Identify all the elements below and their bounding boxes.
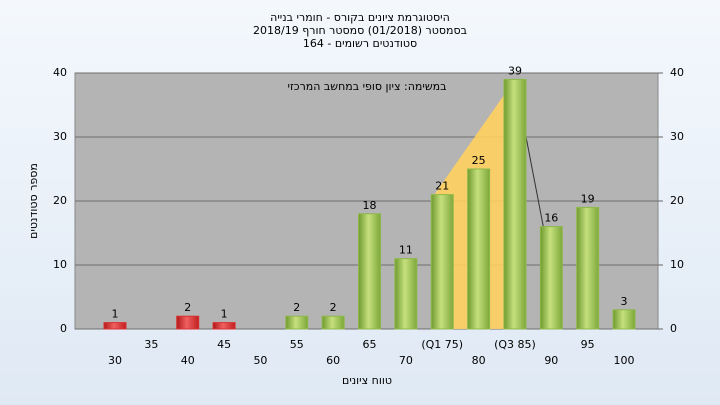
value-label: 39 bbox=[508, 64, 522, 77]
y-tick-label: 30 bbox=[53, 130, 67, 143]
y2-tick-label: 0 bbox=[670, 322, 677, 335]
bar bbox=[285, 315, 309, 330]
value-label: 3 bbox=[621, 295, 628, 308]
x-axis-label: טווח ציונים bbox=[342, 374, 392, 387]
y-tick-label: 20 bbox=[53, 194, 67, 207]
y-tick-label: 10 bbox=[53, 258, 67, 271]
bar bbox=[430, 194, 454, 330]
bar bbox=[358, 213, 382, 330]
bar bbox=[212, 322, 236, 330]
bar bbox=[503, 78, 527, 330]
chart-title: בסמסטר (01/2018) סמסטר חורף 2018/19 bbox=[253, 24, 467, 37]
x-tick-label: (Q1 75) bbox=[421, 338, 463, 351]
y2-tick-label: 10 bbox=[670, 258, 684, 271]
chart-title: סטודנטים רשומים - 164 bbox=[303, 37, 417, 50]
x-tick-label: 80 bbox=[472, 354, 486, 367]
x-tick-label: 35 bbox=[144, 338, 158, 351]
x-tick-label: (Q3 85) bbox=[494, 338, 536, 351]
y-tick-label: 40 bbox=[53, 66, 67, 79]
value-label: 16 bbox=[544, 212, 558, 225]
y2-tick-label: 40 bbox=[670, 66, 684, 79]
x-tick-label: 70 bbox=[399, 354, 413, 367]
bar bbox=[576, 206, 600, 330]
value-label: 1 bbox=[221, 308, 228, 321]
value-label: 1 bbox=[112, 308, 119, 321]
value-label: 2 bbox=[184, 301, 191, 314]
bar bbox=[467, 168, 491, 330]
x-tick-label: 30 bbox=[108, 354, 122, 367]
x-tick-label: 45 bbox=[217, 338, 231, 351]
x-tick-label: 100 bbox=[614, 354, 635, 367]
bar bbox=[103, 322, 127, 330]
chart-title: היסטוגרמת ציונים בקורס - חומרי בנייה bbox=[270, 11, 450, 24]
bar bbox=[539, 226, 563, 330]
y2-tick-label: 30 bbox=[670, 130, 684, 143]
bar bbox=[176, 315, 200, 330]
annotation: במשימה: ציון סופי במחשב המרכזי bbox=[287, 80, 446, 93]
x-tick-label: 65 bbox=[363, 338, 377, 351]
x-tick-label: 90 bbox=[544, 354, 558, 367]
x-tick-label: 95 bbox=[581, 338, 595, 351]
y-tick-label: 0 bbox=[60, 322, 67, 335]
value-label: 18 bbox=[363, 199, 377, 212]
value-label: 21 bbox=[435, 180, 449, 193]
value-label: 2 bbox=[293, 301, 300, 314]
x-tick-label: 55 bbox=[290, 338, 304, 351]
x-tick-label: 50 bbox=[253, 354, 267, 367]
y2-tick-label: 20 bbox=[670, 194, 684, 207]
x-tick-label: 40 bbox=[181, 354, 195, 367]
value-label: 25 bbox=[472, 154, 486, 167]
bar bbox=[612, 309, 636, 330]
bar bbox=[321, 315, 345, 330]
bar bbox=[394, 258, 418, 330]
value-label: 2 bbox=[330, 301, 337, 314]
x-tick-label: 60 bbox=[326, 354, 340, 367]
y-axis-label: מספר סטודנטים bbox=[27, 163, 40, 239]
value-label: 11 bbox=[399, 244, 413, 257]
value-label: 19 bbox=[581, 192, 595, 205]
